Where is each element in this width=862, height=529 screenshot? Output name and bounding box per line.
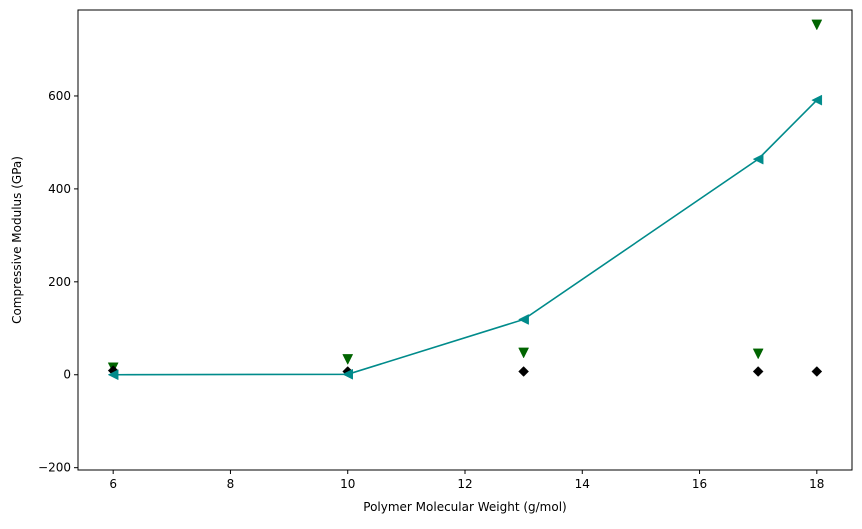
plot-frame: [77, 9, 853, 471]
y-axis-title: Compressive Modulus (GPa): [10, 156, 24, 324]
y-tick-label: −200: [38, 461, 71, 475]
diamond-marker: [518, 366, 529, 377]
plot-area: [78, 10, 852, 470]
triangle-left-marker: [518, 314, 529, 325]
triangle-down-marker: [811, 19, 823, 31]
triangle-left-marker: [811, 94, 823, 106]
triangle-left-marker: [342, 368, 353, 380]
triangle-left-marker: [752, 153, 764, 165]
triangle-down-marker: [752, 348, 764, 360]
y-tick-label: 0: [63, 368, 71, 382]
triangle-left-marker: [107, 369, 119, 381]
y-tick-label: 600: [48, 89, 71, 103]
x-tick-label: 14: [575, 477, 590, 491]
x-axis-title: Polymer Molecular Weight (g/mol): [363, 500, 566, 514]
x-tick-label: 18: [809, 477, 824, 491]
diamond-marker: [752, 366, 764, 377]
series-1: [107, 19, 823, 374]
x-tick-label: 16: [692, 477, 707, 491]
triangle-down-marker: [342, 354, 354, 365]
series-2: [107, 365, 823, 377]
series-0: [107, 94, 823, 381]
x-tick-label: 12: [457, 477, 472, 491]
diamond-marker: [811, 366, 823, 377]
x-tick-label: 8: [227, 477, 235, 491]
y-tick-label: 400: [48, 182, 71, 196]
x-tick-label: 10: [340, 477, 355, 491]
series-layer: [107, 19, 823, 381]
y-tick-label: 200: [48, 275, 71, 289]
triangle-down-marker: [518, 347, 530, 359]
x-tick-label: 6: [109, 477, 117, 491]
ticks-layer: 6 8 10 12 14 16 18 −200 0 200 400 600: [38, 89, 824, 491]
